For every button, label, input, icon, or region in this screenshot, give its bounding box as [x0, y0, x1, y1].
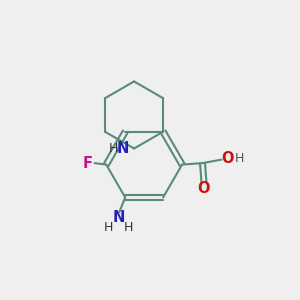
Text: H: H: [123, 221, 133, 234]
Text: F: F: [82, 156, 92, 171]
Text: H: H: [109, 142, 118, 155]
Text: N: N: [117, 141, 129, 156]
Text: O: O: [198, 181, 210, 196]
Text: H: H: [103, 221, 113, 234]
Text: H: H: [234, 152, 244, 165]
Text: N: N: [112, 210, 125, 225]
Text: O: O: [221, 151, 233, 166]
